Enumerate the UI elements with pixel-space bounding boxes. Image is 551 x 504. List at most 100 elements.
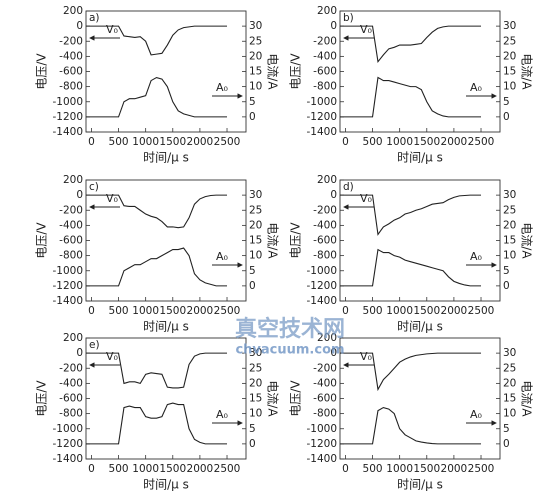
annotation-a0: A₀ xyxy=(470,408,483,421)
y-tick-label: -400 xyxy=(313,377,337,389)
y2-tick-label: 20 xyxy=(503,377,516,389)
annotation-a0: A₀ xyxy=(470,81,483,94)
y-tick-label: -600 xyxy=(59,235,83,247)
x-tick-label: 2000 xyxy=(187,463,214,475)
x-tick-label: 500 xyxy=(363,305,383,317)
x-tick-label: 2000 xyxy=(441,463,468,475)
y2-tick-label: 10 xyxy=(249,408,262,420)
y-tick-label: -1000 xyxy=(52,96,83,108)
annotation-v0: V₀ xyxy=(360,23,373,36)
y2-tick-label: 30 xyxy=(249,20,262,32)
y-tick-label: -1200 xyxy=(306,280,337,292)
y2-tick-label: 15 xyxy=(249,66,262,78)
y2-tick-label: 25 xyxy=(503,362,516,374)
y-tick-label: -800 xyxy=(313,408,337,420)
y-tick-label: 200 xyxy=(317,332,337,344)
x-tick-label: 1500 xyxy=(413,463,440,475)
y2-axis-label: 电流/A xyxy=(266,53,280,90)
y-axis-label: 电压/V xyxy=(289,53,303,90)
y-tick-label: -1000 xyxy=(306,265,337,277)
annotation-a0: A₀ xyxy=(216,408,229,421)
y2-tick-label: 15 xyxy=(503,66,516,78)
y-axis-label: 电压/V xyxy=(35,222,49,259)
x-axis-label: 时间/μ s xyxy=(397,320,443,334)
data-line xyxy=(86,402,228,445)
y2-tick-label: 0 xyxy=(249,111,256,123)
annotation-v0: V₀ xyxy=(106,23,119,36)
y-tick-label: 200 xyxy=(63,174,83,186)
x-tick-label: 1500 xyxy=(413,305,440,317)
x-tick-label: 0 xyxy=(88,136,95,148)
y-tick-label: 200 xyxy=(63,332,83,344)
y-tick-label: -200 xyxy=(59,362,83,374)
annotation-v0: V₀ xyxy=(360,350,373,363)
y-tick-label: -600 xyxy=(313,66,337,78)
y2-tick-label: 25 xyxy=(249,35,262,47)
y-tick-label: -800 xyxy=(59,81,83,93)
y2-tick-label: 25 xyxy=(503,35,516,47)
y-tick-label: -800 xyxy=(59,408,83,420)
x-tick-label: 1500 xyxy=(159,305,186,317)
y-axis-label: 电压/V xyxy=(289,222,303,259)
panel-label: d) xyxy=(343,181,354,193)
x-tick-label: 500 xyxy=(109,136,129,148)
x-axis-label: 时间/μ s xyxy=(143,320,189,334)
panel-label: e) xyxy=(89,339,100,351)
y2-tick-label: 20 xyxy=(503,50,516,62)
x-tick-label: 2000 xyxy=(187,305,214,317)
data-line xyxy=(86,194,228,229)
y-tick-label: 0 xyxy=(76,347,83,359)
x-axis-label: 时间/μ s xyxy=(143,151,189,165)
y-tick-label: -1400 xyxy=(52,453,83,465)
y-tick-label: -800 xyxy=(313,81,337,93)
y2-tick-label: 5 xyxy=(503,96,510,108)
y-tick-label: -1000 xyxy=(306,423,337,435)
y-tick-label: -800 xyxy=(313,250,337,262)
y-axis-label: 电压/V xyxy=(289,380,303,417)
y-tick-label: -600 xyxy=(313,235,337,247)
y2-tick-label: 20 xyxy=(503,219,516,231)
y-tick-label: -1400 xyxy=(306,126,337,138)
data-line xyxy=(340,76,482,118)
y2-tick-label: 10 xyxy=(249,81,262,93)
annotation-a0: A₀ xyxy=(216,250,229,263)
y-axis-label: 电压/V xyxy=(35,53,49,90)
x-tick-label: 500 xyxy=(363,136,383,148)
data-line xyxy=(86,247,228,287)
annotation-v0: V₀ xyxy=(106,192,119,205)
y-tick-label: -400 xyxy=(59,50,83,62)
x-tick-label: 2000 xyxy=(441,305,468,317)
x-axis-label: 时间/μ s xyxy=(143,478,189,492)
y2-tick-label: 5 xyxy=(249,423,256,435)
y-tick-label: -1400 xyxy=(52,295,83,307)
y2-tick-label: 5 xyxy=(249,265,256,277)
y2-tick-label: 20 xyxy=(249,219,262,231)
y-tick-label: -400 xyxy=(313,219,337,231)
y2-tick-label: 25 xyxy=(249,204,262,216)
y-tick-label: 0 xyxy=(330,20,337,32)
x-tick-label: 0 xyxy=(342,305,349,317)
y2-tick-label: 10 xyxy=(503,250,516,262)
y-tick-label: -1400 xyxy=(306,453,337,465)
y2-axis-label: 电流/A xyxy=(266,380,280,417)
y2-tick-label: 30 xyxy=(249,347,262,359)
y2-tick-label: 0 xyxy=(249,438,256,450)
y-tick-label: -600 xyxy=(59,66,83,78)
y-tick-label: -1000 xyxy=(52,265,83,277)
y-tick-label: -600 xyxy=(313,393,337,405)
x-tick-label: 0 xyxy=(342,463,349,475)
y2-tick-label: 10 xyxy=(503,81,516,93)
y2-tick-label: 30 xyxy=(503,189,516,201)
y2-tick-label: 15 xyxy=(503,393,516,405)
y-tick-label: 0 xyxy=(330,347,337,359)
y-tick-label: -400 xyxy=(313,50,337,62)
data-line xyxy=(340,406,482,445)
y2-tick-label: 0 xyxy=(503,438,510,450)
x-tick-label: 2000 xyxy=(187,136,214,148)
y-tick-label: -600 xyxy=(59,393,83,405)
x-tick-label: 2500 xyxy=(214,136,241,148)
y-tick-label: -200 xyxy=(313,362,337,374)
y2-tick-label: 15 xyxy=(249,393,262,405)
y-tick-label: -400 xyxy=(59,219,83,231)
